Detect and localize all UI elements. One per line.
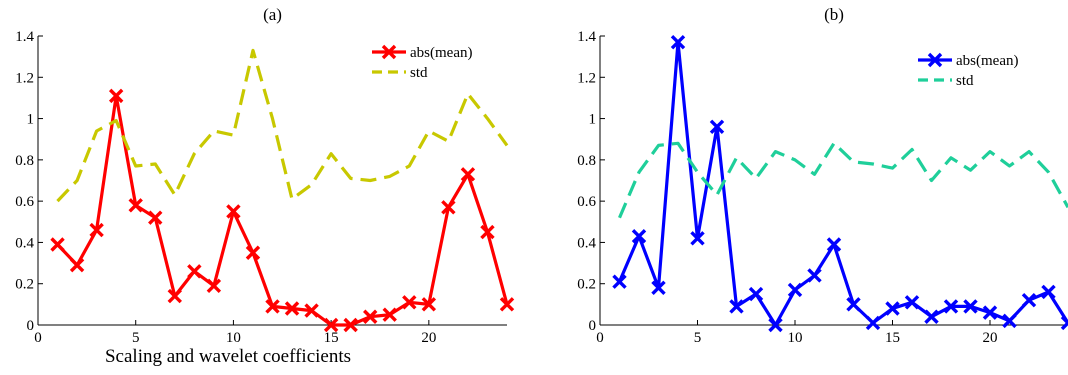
data-point	[343, 317, 358, 333]
y-tick-label: 0.8	[577, 153, 596, 169]
data-point	[709, 119, 725, 135]
data-point	[460, 167, 476, 182]
y-tick-label: 1.4	[15, 29, 34, 45]
data-point	[690, 231, 705, 246]
data-point	[226, 204, 241, 219]
series-line-absmean	[56, 94, 509, 327]
y-tick-label: 0.4	[577, 235, 596, 251]
y-tick-label: 1.2	[577, 70, 596, 86]
data-point	[768, 317, 783, 333]
y-tick-label: 1	[589, 112, 597, 128]
data-point	[480, 224, 495, 240]
legend-label: std	[956, 73, 974, 89]
x-tick-label: 10	[226, 330, 241, 346]
y-tick-label: 0.8	[15, 153, 34, 169]
data-point	[323, 317, 339, 333]
x-tick-label: 20	[421, 330, 436, 346]
y-tick-label: 0.6	[15, 194, 34, 210]
x-tick-label: 15	[885, 330, 900, 346]
series-line-std	[618, 141, 1068, 219]
data-point	[1002, 313, 1017, 329]
data-point	[304, 303, 319, 318]
data-point	[885, 301, 900, 316]
legend-marker	[927, 52, 943, 68]
chart-panel-1: (b) 0 5 10 15 20 0 0.2 0.4 0.6 0.8 1 1.2 1.4 abs(mean)…	[577, 5, 1068, 346]
data-point	[50, 237, 65, 252]
data-point	[421, 297, 437, 312]
data-point	[265, 299, 280, 314]
chart-title: (b)	[824, 5, 844, 24]
x-tick-label: 5	[694, 330, 702, 346]
data-point	[148, 210, 163, 225]
legend-marker	[381, 44, 397, 60]
data-point	[1041, 284, 1056, 300]
data-point	[631, 229, 647, 244]
y-tick-label: 0.2	[577, 277, 596, 293]
data-point	[245, 245, 261, 260]
y-tick-label: 0	[27, 318, 35, 334]
chart-title: (a)	[263, 5, 282, 24]
data-point	[748, 286, 764, 302]
data-point	[128, 198, 143, 213]
data-point	[943, 299, 959, 314]
data-point	[382, 307, 397, 322]
legend: abs(mean) std	[372, 44, 472, 81]
series-line-std	[56, 48, 509, 203]
x-tick-label: 0	[34, 330, 42, 346]
y-tick-label: 1	[27, 112, 35, 128]
y-tick-label: 0.4	[15, 235, 34, 251]
chart-panel-0: (a) 0 5 10 15 20 0 0.2 0.4 0.6 0.8 1 1.2 1.4 Scaling a…	[15, 5, 515, 367]
data-point	[807, 268, 822, 283]
data-point	[284, 301, 300, 316]
data-point	[787, 282, 803, 298]
y-tick-label: 0	[589, 318, 597, 334]
y-tick-label: 0.2	[15, 277, 34, 293]
data-point	[89, 222, 104, 238]
data-point	[1021, 293, 1037, 308]
data-point	[206, 278, 222, 293]
legend-label: abs(mean)	[410, 45, 472, 61]
legend-label: std	[410, 65, 428, 81]
legend-label: abs(mean)	[956, 53, 1018, 69]
data-point	[187, 264, 202, 279]
data-point	[865, 315, 881, 331]
y-tick-label: 0.6	[577, 194, 596, 210]
x-tick-label: 15	[324, 330, 339, 346]
y-tick-label: 1.2	[15, 70, 34, 86]
data-point	[363, 309, 378, 324]
data-point	[904, 295, 920, 310]
data-point	[963, 299, 978, 314]
data-point	[108, 88, 124, 104]
data-point	[729, 299, 744, 314]
data-point	[826, 237, 842, 252]
x-tick-label: 10	[788, 330, 803, 346]
data-point	[651, 280, 666, 296]
data-point	[167, 288, 182, 304]
data-point	[1060, 315, 1068, 331]
x-tick-label: 20	[983, 330, 998, 346]
data-point	[612, 274, 627, 289]
data-point	[499, 297, 515, 312]
data-point	[441, 200, 456, 215]
data-point	[402, 295, 417, 310]
data-point	[670, 34, 686, 50]
x-tick-label: 0	[596, 330, 604, 346]
data-point	[924, 309, 939, 324]
x-tick-label: 5	[132, 330, 140, 346]
y-tick-label: 1.4	[577, 29, 596, 45]
legend: abs(mean) std	[918, 52, 1018, 89]
data-point	[69, 257, 85, 273]
data-point	[982, 305, 998, 320]
data-point	[846, 297, 861, 312]
x-axis-label: Scaling and wavelet coefficients	[105, 346, 351, 367]
series-line-absmean	[618, 40, 1068, 327]
